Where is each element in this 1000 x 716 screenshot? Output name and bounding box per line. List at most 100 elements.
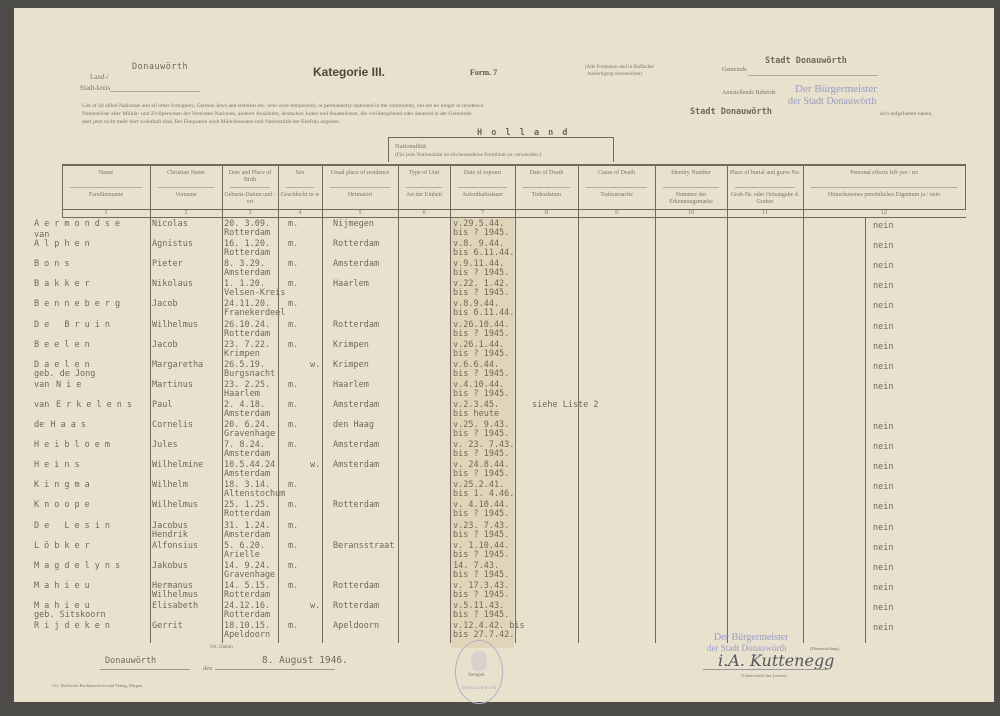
sojourn-from: v.2.3.45.: [453, 399, 500, 410]
personal-effects: nein: [873, 361, 894, 372]
surname: Knoope: [34, 500, 95, 511]
column-divider: [515, 165, 516, 643]
residence: Amsterdam: [333, 440, 380, 451]
sojourn-until: bis heute: [453, 408, 500, 419]
header-dotted-rule: [735, 187, 795, 188]
signature: i.A. Kuttenegg: [718, 651, 835, 670]
sex: m.: [288, 560, 299, 571]
column-header-en: Date of sojourn: [463, 170, 502, 176]
birth-place: Gravenhage: [224, 569, 276, 580]
column-header-num: 4: [298, 210, 302, 216]
sojourn-from: v.9.11.44.: [453, 259, 505, 270]
sojourn-until: bis ? 1945.: [453, 429, 510, 439]
birth-date: 5. 6.20.: [224, 540, 265, 551]
personal-effects: nein: [873, 442, 894, 453]
sex: m.: [288, 500, 299, 511]
column-header-en: Sex: [295, 170, 305, 176]
given-name: Jules: [152, 440, 178, 451]
residence: Haarlem: [333, 379, 369, 390]
seal-text: Donauwörth: [462, 686, 497, 691]
sojourn-until: bis ? 1945.: [453, 388, 510, 399]
surname: Rijdeken: [34, 621, 115, 631]
personal-effects: nein: [873, 582, 894, 593]
sojourn-from: v.29.5.44.: [453, 219, 505, 229]
place-label: Ort, Datum: [210, 645, 233, 650]
birth-date: 25. 1.25.: [224, 500, 271, 511]
sex: m.: [288, 540, 299, 551]
sex: m.: [288, 219, 299, 229]
column-divider: [727, 165, 728, 643]
sex: m.: [288, 440, 299, 451]
header-dotted-rule: [663, 187, 719, 188]
intro-german-1: Namensliste aller Militär- und Zivilpers…: [82, 111, 472, 117]
personal-effects: nein: [873, 321, 894, 332]
intro-german-3: aber jetzt nicht mehr dort wohnhaft sind…: [82, 119, 341, 125]
column-header-de: Geburts-Datum und -ort: [224, 192, 276, 205]
birth-date: 7. 8.24.: [224, 440, 265, 451]
residence: Rotterdam: [333, 319, 380, 330]
personal-effects: nein: [873, 502, 894, 513]
sojourn-until: bis 6.11.44.: [453, 308, 515, 319]
sojourn-until: bis ? 1945.: [453, 549, 510, 560]
birth-place: Haarlem: [224, 388, 260, 399]
header-dotted-rule: [458, 187, 507, 188]
surname: Nie: [56, 379, 87, 390]
nationality-label: Nationalität:: [395, 143, 428, 150]
sojourn-until: bis 1. 4.46.: [453, 489, 515, 500]
birth-date: 24.12.16.: [224, 600, 271, 611]
date-value: 8. August 1946.: [262, 655, 348, 666]
sojourn-from: v.26.10.44.: [453, 319, 510, 330]
birth-place: Arielle: [224, 549, 260, 560]
surname: De Lesin: [34, 520, 115, 531]
birth-place: Amsterdam: [224, 408, 271, 419]
given-name: Jacob: [152, 299, 178, 310]
birth-place: Apeldoorn: [224, 630, 271, 640]
column-divider: [965, 165, 966, 210]
surname-prefix: van: [34, 230, 50, 241]
sojourn-until: bis ? 1945.: [453, 368, 510, 379]
sojourn-from: v.5.11.43.: [453, 600, 505, 611]
sojourn-until: bis ? 1945.: [453, 469, 510, 480]
header-dotted-rule: [230, 187, 270, 188]
sojourn-until: bis ? 1945.: [453, 509, 510, 520]
date-label: den: [203, 665, 213, 672]
personal-effects: nein: [873, 261, 894, 272]
birth-place: Amsterdam: [224, 268, 271, 279]
surname-prefix: van: [34, 399, 50, 410]
sex: m.: [288, 480, 299, 491]
given-name: Gerrit: [152, 621, 183, 631]
sex: w.: [310, 600, 321, 611]
surname-prefix: van: [34, 379, 50, 390]
column-divider: [322, 165, 323, 643]
sojourn-from: v. 17.3.43.: [453, 580, 510, 591]
birth-date: 20. 3.09.: [224, 219, 271, 229]
surname: Aermondse: [34, 219, 126, 229]
sojourn-from: v.8. 9.44.: [453, 239, 505, 250]
header-dotted-rule: [70, 187, 142, 188]
birth-place: Rotterdam: [224, 509, 271, 520]
district-label-top: Land-/: [90, 73, 109, 81]
birth-date: 24.11.20.: [224, 299, 271, 310]
column-divider: [398, 165, 399, 643]
sojourn-from: v.25.2.41.: [453, 480, 505, 491]
birth-date: 31. 1.24.: [224, 520, 271, 531]
sojourn-from: v. 24.8.44.: [453, 460, 510, 471]
sex: w.: [310, 460, 321, 471]
official-stamp-line-2: der Stadt Donauwörth: [707, 643, 787, 653]
category-title: Kategorie III.: [313, 65, 386, 79]
given-name: Margaretha: [152, 359, 204, 370]
residence: Beransstraat: [333, 540, 395, 551]
column-header-en: Cause of Death: [598, 170, 635, 176]
column-header-de: Familienname: [88, 192, 124, 198]
sex: m.: [288, 520, 299, 531]
column-header-de: Grab-Nr. oder Ortsangabe d. Grabes: [730, 192, 800, 205]
authority-stamp-line-1: Der Bürgermeister: [795, 83, 877, 95]
sojourn-from: v.25. 9.43.: [453, 420, 510, 430]
birth-date: 23. 7.22.: [224, 339, 271, 350]
sojourn-from: v. 23. 7.43.: [453, 440, 515, 451]
column-divider: [803, 165, 804, 643]
birth-date: 18.10.15.: [224, 621, 271, 631]
sojourn-from: v. 1.10.44.: [453, 540, 510, 551]
official-seal: Stempel Donauwörth: [455, 640, 503, 704]
given-name: Nicolas: [152, 219, 188, 229]
